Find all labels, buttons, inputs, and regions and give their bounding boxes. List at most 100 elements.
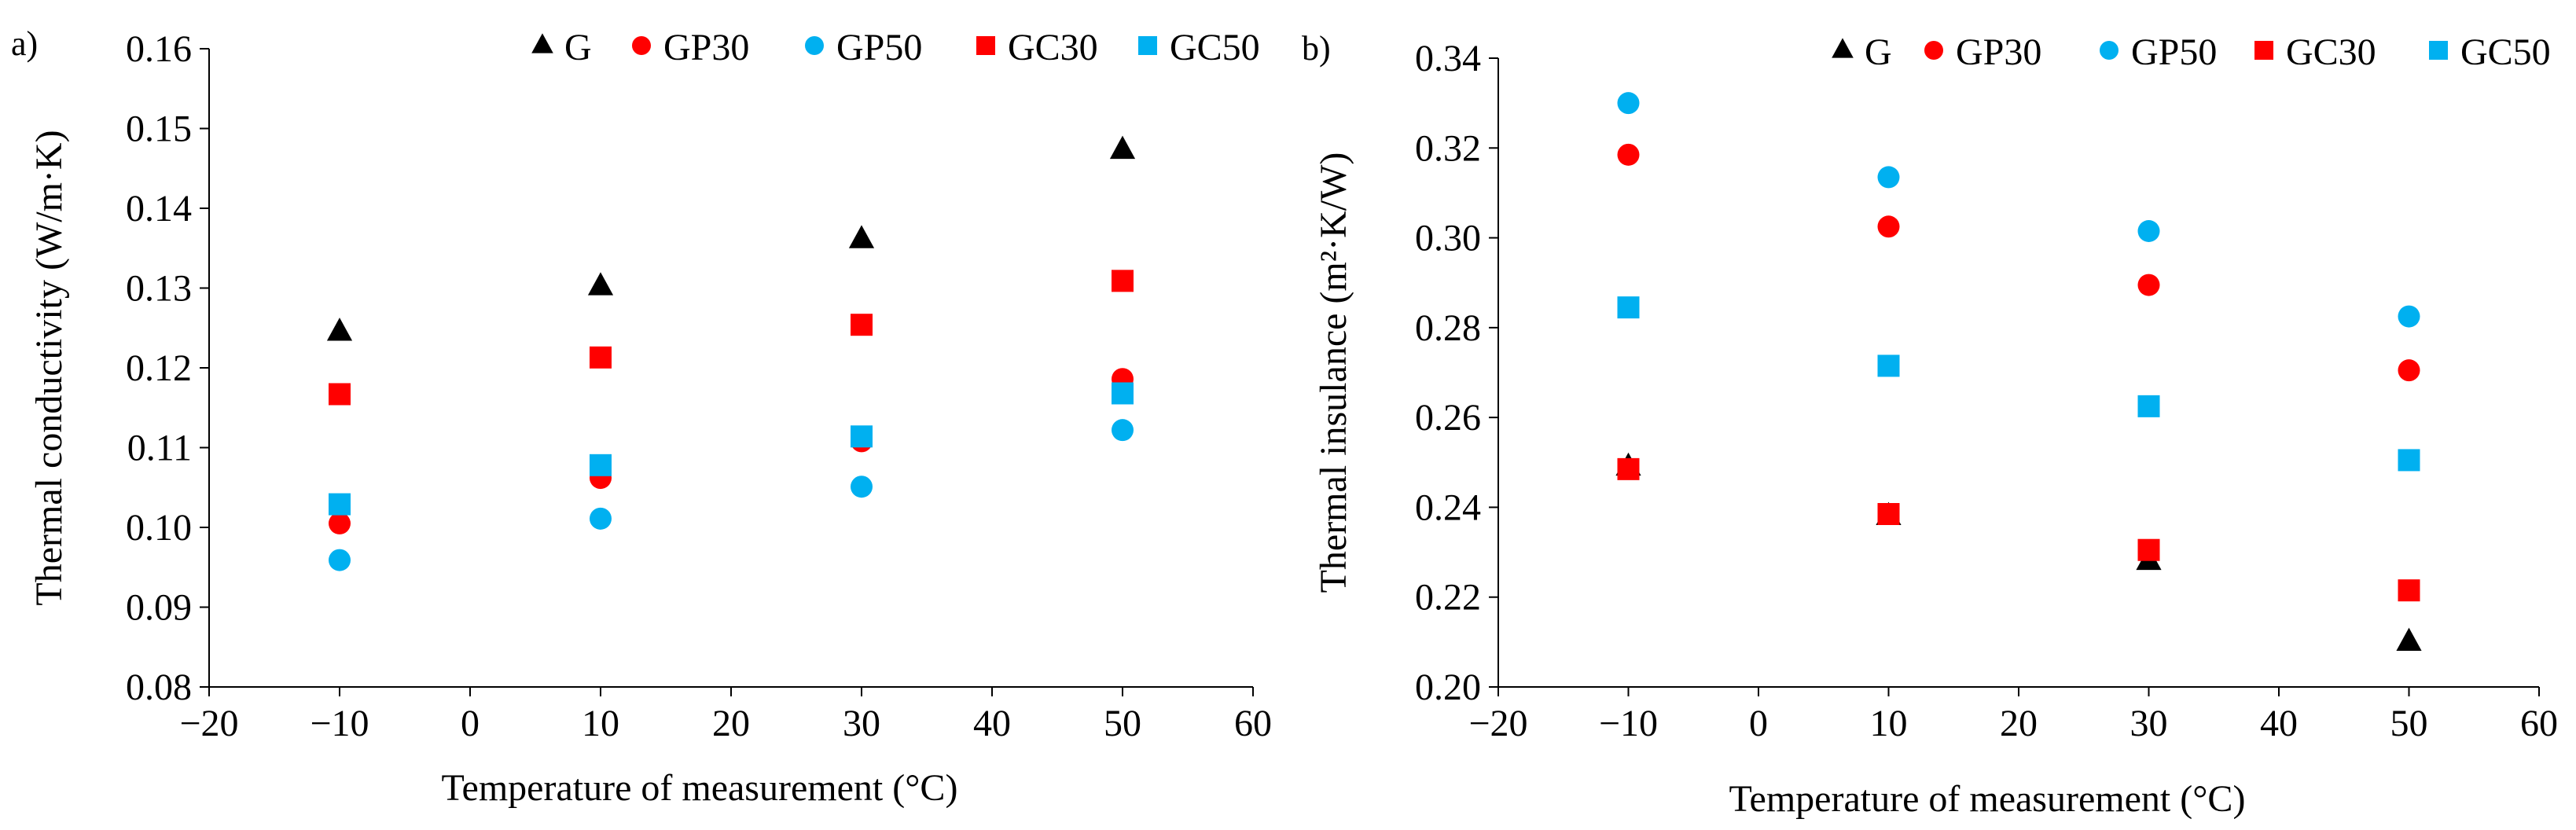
legend-label-gp50: GP50 [836,27,922,68]
data-point-gp30 [2398,359,2420,382]
y-axis-title: Thermal insulance (m²·K/W) [1313,152,1354,593]
legend-label-gp50: GP50 [2131,31,2217,73]
data-point-gp50 [329,549,351,571]
data-point-gc50 [329,493,351,516]
x-tick-label: −20 [179,703,238,744]
legend-label-gc50: GC50 [1170,27,1260,68]
x-tick-label: −10 [310,703,369,744]
data-point-gc30 [851,314,873,336]
data-point-gc50 [1617,296,1640,319]
y-tick-label: 0.14 [126,188,192,230]
data-point-gp50 [2398,305,2420,328]
series-gc30 [1617,457,2420,602]
y-tick-label: 0.13 [126,268,192,310]
x-tick-label: 0 [461,703,480,744]
y-tick-label: 0.28 [1415,307,1481,349]
x-tick-label: −10 [1599,703,1658,744]
legend-label-gp30: GP30 [663,27,749,68]
series-gc50 [329,382,1134,516]
legend-marker-gc50 [1138,36,1157,55]
data-point-g [1109,135,1136,160]
data-point-g [848,225,875,248]
y-axis-title: Thermal conductivity (W/m·K) [28,130,70,605]
series-gp50 [329,419,1134,571]
panel-label: a) [11,24,38,63]
chart-panel-a: a) 0.08 0.09 0.10 0.11 0.12 0.13 0.14 0.15 0.16 −2… [11,24,1272,809]
legend-marker-gp50 [805,36,824,55]
data-point-gc30 [590,346,612,369]
series-gc30 [329,270,1134,406]
data-point-gc50 [851,425,873,448]
legend: G GP30 GP50 GC30 GC50 [1832,31,2551,73]
x-tick-label: 40 [973,703,1011,744]
y-tick-label: 0.20 [1415,667,1481,708]
y-tick-label: 0.12 [126,347,192,389]
series-gp30 [329,368,1134,534]
legend-marker-gp30 [1924,41,1943,60]
data-point-gp50 [590,507,612,530]
legend-label-g: G [1865,31,1892,73]
legend-marker-gc30 [2254,41,2273,60]
legend-marker-g [1832,38,1854,58]
data-point-gc30 [1112,270,1134,292]
legend-marker-gc50 [2429,41,2448,60]
data-point-gp30 [1877,215,1900,238]
y-tick-label: 0.09 [126,587,192,629]
data-point-gc30 [1617,457,1640,480]
data-point-gc50 [1877,354,1900,377]
y-tick-label: 0.32 [1415,127,1481,169]
x-tick-label: 60 [2520,703,2558,744]
legend-label-gc30: GC30 [1008,27,1098,68]
data-point-gp50 [2137,220,2160,242]
legend-label-g: G [564,27,592,68]
data-point-gc50 [590,454,612,476]
y-tick-label: 0.24 [1415,487,1481,528]
data-point-gc30 [1877,503,1900,525]
data-point-g [2396,627,2422,652]
data-point-gp30 [2137,274,2160,296]
x-axis-title: Temperature of measurement (°C) [1729,778,2246,820]
x-tick-label: 20 [712,703,750,744]
data-point-gp50 [1877,166,1900,189]
data-point-gc30 [2137,538,2160,561]
y-tick-label: 0.08 [126,667,192,708]
x-tick-label: 50 [2390,703,2428,744]
legend-marker-g [531,33,553,53]
x-tick-label: −20 [1468,703,1527,744]
x-tick-label: 10 [1870,703,1908,744]
x-axis-title: Temperature of measurement (°C) [442,767,958,809]
series-gp30 [1617,143,2420,382]
series-gc50 [1617,296,2420,472]
data-point-g [587,272,614,296]
y-tick-label: 0.11 [127,428,192,469]
y-tick-label: 0.30 [1415,218,1481,259]
data-point-gp50 [1617,92,1640,115]
legend: G GP30 GP50 GC30 GC50 [531,27,1260,68]
data-point-g [326,318,353,341]
legend-marker-gp50 [2100,41,2118,60]
series-gp50 [1617,92,2420,328]
y-tick-label: 0.22 [1415,577,1481,619]
legend-marker-gp30 [632,36,651,55]
x-tick-label: 40 [2260,703,2298,744]
legend-marker-gc30 [976,36,995,55]
y-tick-label: 0.15 [126,108,192,150]
chart-panel-b: b) 0.20 0.22 0.24 0.26 0.28 0.30 0.32 0.34 −20 −10… [1302,29,2558,820]
data-point-gc50 [2137,395,2160,417]
data-point-gp30 [329,512,351,534]
series-g [1615,452,2422,652]
series-g [326,135,1136,341]
y-tick-label: 0.10 [126,507,192,549]
x-tick-label: 10 [582,703,619,744]
x-tick-label: 20 [2000,703,2038,744]
x-tick-label: 60 [1234,703,1272,744]
x-tick-label: 30 [2130,703,2168,744]
panel-label: b) [1302,29,1331,68]
data-point-gp50 [1112,419,1134,442]
legend-label-gp30: GP30 [1956,31,2041,73]
data-point-gp50 [851,476,873,498]
data-point-gc30 [2398,579,2420,602]
x-tick-label: 50 [1104,703,1141,744]
legend-label-gc30: GC30 [2286,31,2376,73]
